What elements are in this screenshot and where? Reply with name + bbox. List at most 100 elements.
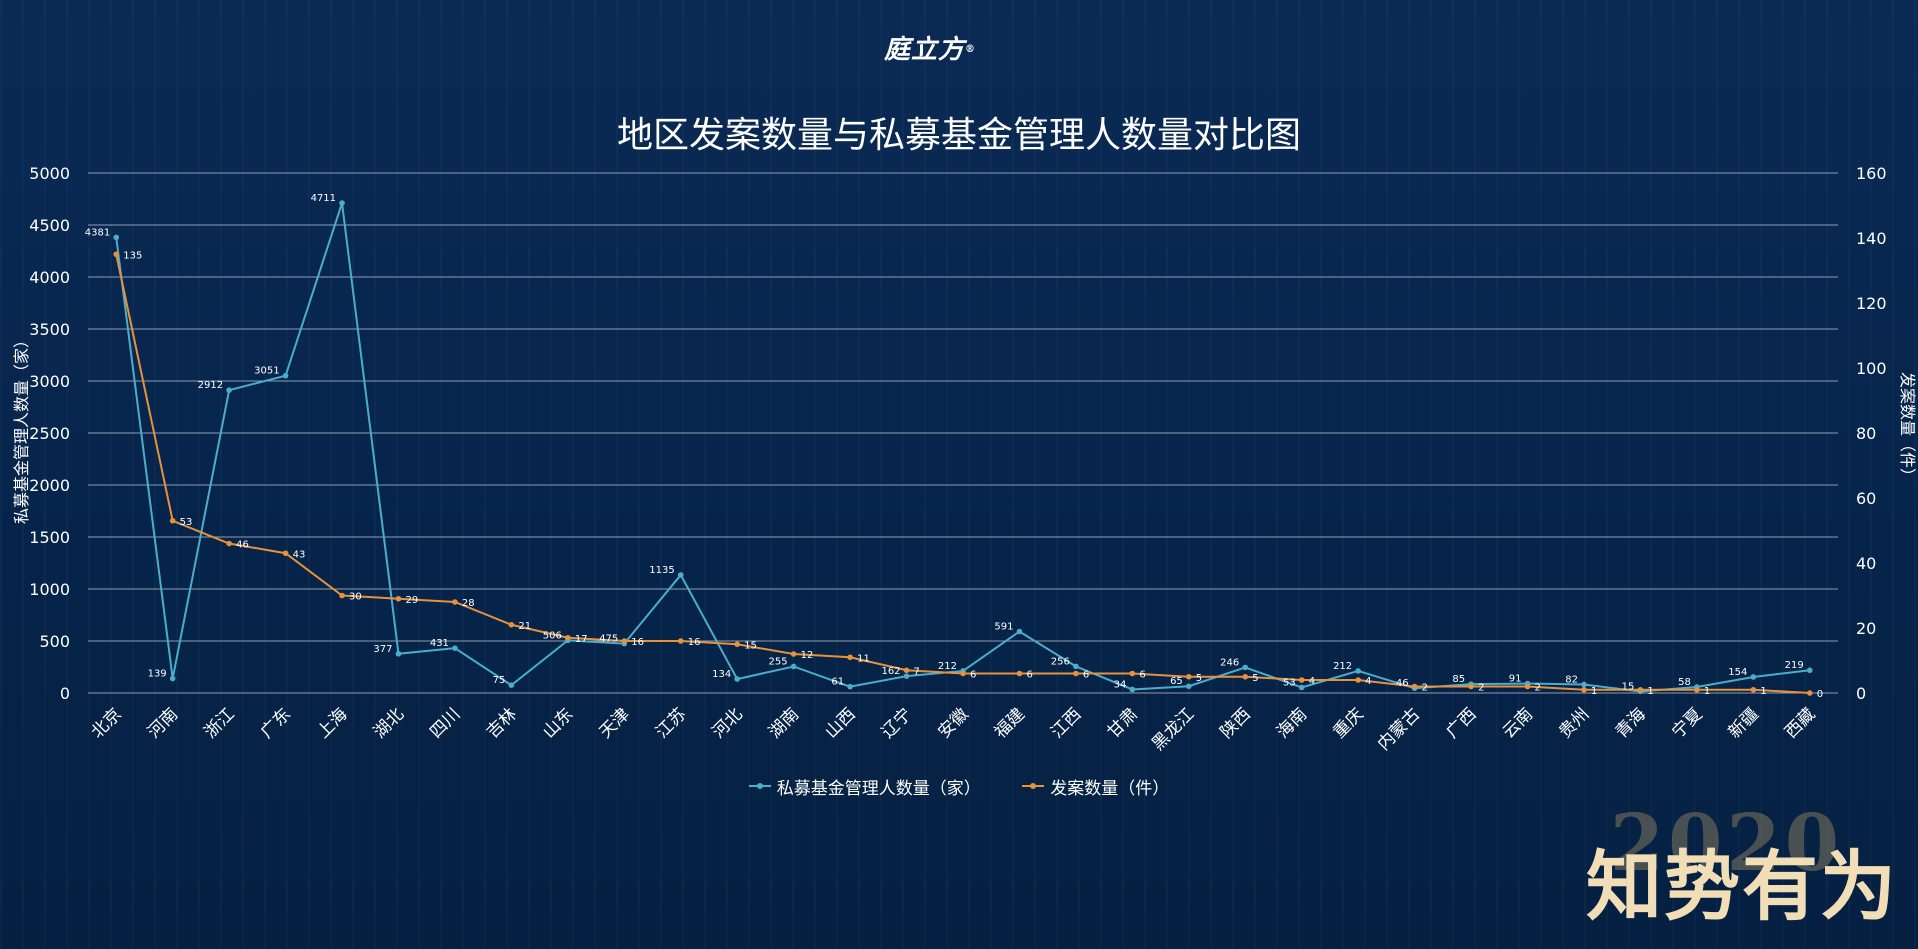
data-label-managers: 34 [1114,679,1127,690]
data-point-managers [1355,668,1361,674]
data-point-cases [226,540,232,547]
data-label-cases: 46 [236,540,249,551]
data-point-cases [339,592,345,599]
data-point-managers [1016,628,1023,635]
data-label-cases: 6 [970,670,976,681]
data-point-cases [395,595,402,602]
right-tick-label: 60 [1856,489,1876,508]
data-label-cases: 135 [123,250,142,261]
right-tick-label: 160 [1856,164,1887,183]
data-point-cases [790,651,797,657]
data-point-managers [1186,683,1192,690]
x-tick-label: 宁夏 [1668,704,1706,742]
data-label-cases: 43 [293,549,306,560]
grid-lines [88,172,1838,694]
data-point-managers [395,650,402,657]
data-label-managers: 139 [148,669,167,680]
right-tick-label: 120 [1856,294,1887,313]
data-point-managers [226,387,232,393]
x-tick-label: 云南 [1499,704,1537,742]
data-label-cases: 7 [914,666,920,677]
data-label-cases: 30 [349,592,362,603]
data-point-cases [113,251,120,258]
data-point-cases [1524,683,1531,690]
data-label-managers: 4381 [85,227,110,238]
data-label-cases: 12 [801,650,814,661]
data-point-managers [452,645,458,651]
data-point-managers [1242,664,1249,671]
data-label-managers: 431 [430,638,449,649]
data-label-cases: 16 [631,637,644,648]
left-tick-label: 1000 [29,580,70,599]
data-label-cases: 6 [1083,670,1089,681]
series-line-managers [115,202,1810,693]
left-tick-label: 5000 [29,164,70,183]
data-label-cases: 6 [1026,670,1032,681]
right-tick-label: 100 [1856,359,1887,378]
data-point-managers [677,572,684,578]
legend-swatch-managers [748,783,771,789]
legend-item-managers: 私募基金管理人数量（家） [748,774,981,799]
data-label-managers: 91 [1509,674,1522,685]
data-point-cases [169,517,176,524]
legend-item-cases: 发案数量（件） [1022,774,1169,799]
x-tick-label: 山西 [821,704,859,742]
data-point-managers [1129,686,1136,693]
data-point-managers [1581,681,1587,688]
left-tick-label: 2000 [29,476,70,495]
x-tick-label: 陕西 [1217,704,1255,742]
left-tick-label: 4000 [29,268,70,287]
data-label-cases: 4 [1309,676,1315,687]
x-tick-label: 重庆 [1330,704,1368,742]
left-tick-label: 500 [39,632,70,651]
data-point-cases [1298,677,1305,683]
x-tick-label: 北京 [88,704,126,742]
data-point-managers [339,200,345,206]
x-tick-label: 河南 [144,704,182,742]
x-tick-label: 湖南 [765,704,803,742]
data-point-cases [452,599,458,605]
data-label-managers: 506 [543,630,562,641]
data-label-managers: 475 [599,634,618,645]
data-label-managers: 256 [1051,656,1070,667]
data-label-managers: 377 [373,644,392,655]
brand-logo-text: 庭立方 [884,35,966,65]
data-point-managers [790,663,797,670]
data-point-managers [1750,674,1757,680]
data-point-cases [1129,670,1136,677]
data-label-managers: 61 [831,677,844,688]
left-tick-label: 2500 [29,424,70,443]
data-label-managers: 134 [712,669,731,680]
data-point-cases [282,550,289,557]
data-label-managers: 2912 [198,380,223,391]
series-lines [113,200,1813,696]
data-label-managers: 75 [493,675,506,686]
data-point-cases [847,654,853,661]
right-tick-label: 140 [1856,229,1887,248]
data-label-cases: 5 [1252,673,1258,684]
data-label-managers: 82 [1565,674,1578,685]
data-point-cases [1468,683,1474,690]
data-point-cases [1750,686,1757,693]
x-tick-label: 海南 [1273,704,1311,742]
data-label-cases: 2 [1535,683,1541,694]
data-label-cases: 16 [688,637,701,648]
x-tick-label: 河北 [709,704,747,742]
x-tick-label: 黑龙江 [1148,704,1198,754]
data-label-cases: 1 [1704,686,1710,697]
data-label-managers: 4711 [311,193,336,204]
data-label-managers: 65 [1170,676,1183,687]
data-label-cases: 2 [1478,683,1484,694]
x-tick-label: 广东 [257,704,295,742]
data-point-cases [1242,673,1249,680]
data-label-managers: 15 [1622,681,1635,692]
data-label-managers: 3051 [254,366,279,377]
x-axis-ticks: 北京 河南 浙江 广东 上海 湖北 四川 吉林 山东 天津 江苏 河北 湖南 山西 辽宁 安徽 福建 江西 甘肃 黑龙… [88,704,1820,754]
data-label-cases: 29 [405,595,418,606]
data-point-managers [734,676,740,682]
data-label-cases: 21 [518,621,531,632]
x-tick-label: 福建 [991,704,1029,742]
data-point-managers [903,673,910,679]
